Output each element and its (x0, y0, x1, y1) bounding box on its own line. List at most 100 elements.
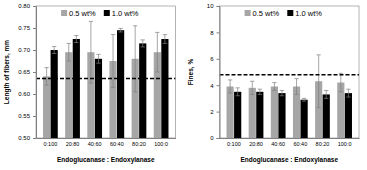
legend: 0.5 wt%1.0 wt% (61, 9, 139, 18)
y-tick-label: 2 (210, 109, 214, 115)
x-axis-title: Endoglucanase : Endoxylanase (240, 156, 338, 164)
error-bar-stem (230, 80, 231, 93)
y-tick-label: 8 (210, 30, 214, 36)
legend-item: 1.0 wt% (104, 9, 139, 18)
error-bar-cap (258, 94, 262, 95)
error-bar-cap (272, 90, 276, 91)
error-bar-cap (228, 93, 232, 94)
error-bar-cap (346, 97, 350, 98)
x-tick: 80:20 (132, 138, 146, 147)
y-tick: 6 (210, 56, 219, 62)
y-tick: 0.70 (18, 47, 36, 53)
bar (227, 87, 234, 138)
error-bar (272, 83, 276, 91)
error-bar-cap (52, 46, 56, 47)
y-tick: 2 (210, 109, 219, 115)
bar (161, 39, 168, 138)
x-axis-title: Endoglucanase : Endoxylanase (57, 156, 155, 164)
y-tick-mark (217, 85, 220, 86)
x-tick-label: 80:20 (316, 141, 330, 147)
bar (117, 30, 124, 138)
error-bar (52, 46, 56, 53)
y-tick-mark (33, 28, 36, 29)
x-tick-label: 0:100 (227, 141, 241, 147)
error-bar-stem (120, 28, 121, 32)
bar (73, 39, 80, 138)
bar (345, 93, 352, 138)
x-tick-label: 100:0 (154, 141, 168, 147)
error-bar-cap (133, 25, 137, 26)
error-bar-cap (258, 89, 262, 90)
x-axis-line (37, 138, 177, 139)
y-axis: 0.50 0.55 0.60 0.65 0.70 0.75 0.80 (18, 3, 36, 141)
x-tick: 0:100 (44, 138, 58, 147)
y-tick-label: 0.65 (18, 69, 30, 75)
y-tick-label: 10 (207, 3, 214, 9)
y-tick-label: 0.60 (18, 91, 30, 97)
error-bar (258, 89, 262, 94)
error-bar (44, 68, 48, 86)
y-tick: 10 (207, 3, 220, 9)
y-tick-mark (33, 50, 36, 51)
bar (293, 87, 300, 138)
y-tick-label: 0.50 (18, 135, 30, 141)
error-bar (280, 90, 284, 95)
error-bar-cap (89, 21, 93, 22)
error-bar-stem (237, 88, 238, 96)
error-bar-stem (164, 35, 165, 44)
error-bar (294, 79, 298, 95)
error-bar-cap (52, 53, 56, 54)
chart-panel: 0.500.550.600.650.700.750.800:10020:8040… (3, 3, 176, 164)
error-bar-cap (74, 42, 78, 43)
y-tick-label: 4 (210, 83, 214, 89)
y-tick-mark (217, 138, 220, 139)
error-bar-cap (133, 91, 137, 92)
error-bar-cap (324, 98, 328, 99)
error-bar-cap (67, 43, 71, 44)
error-bar-cap (317, 107, 321, 108)
y-tick-label: 0.80 (18, 3, 30, 9)
y-tick-mark (33, 116, 36, 117)
y-tick-mark (217, 59, 220, 60)
error-bar-cap (74, 35, 78, 36)
error-bar-cap (280, 90, 284, 91)
bar (95, 59, 102, 138)
error-bar-stem (142, 40, 143, 47)
error-bar-cap (141, 39, 145, 40)
error-bar-cap (163, 43, 167, 44)
y-tick: 4 (210, 83, 219, 89)
error-bar-cap (163, 34, 167, 35)
y-tick: 0.55 (18, 113, 36, 119)
legend-label: 1.0 wt% (295, 9, 322, 18)
bar (323, 94, 330, 138)
error-bar-stem (46, 68, 47, 86)
x-tick: 100:0 (154, 138, 168, 147)
x-tick-label: 0:100 (44, 141, 58, 147)
error-bar (111, 35, 115, 88)
error-bar (74, 35, 78, 42)
error-bar-stem (113, 35, 114, 88)
error-bar-cap (111, 87, 115, 88)
bar (256, 92, 263, 138)
error-bar-stem (318, 55, 319, 108)
plot-frame (220, 6, 360, 138)
error-bar-stem (68, 43, 69, 61)
error-bar-stem (54, 46, 55, 53)
legend-swatch (245, 10, 251, 16)
y-tick-label: 0.75 (18, 25, 30, 31)
bar (249, 88, 256, 138)
y-axis-line (33, 7, 37, 139)
x-tick: 80:20 (316, 138, 330, 147)
x-tick: 60:40 (293, 138, 307, 147)
y-tick: 0 (210, 135, 219, 141)
error-bar-cap (44, 85, 48, 86)
x-tick-label: 60:40 (293, 141, 307, 147)
error-bar-cap (155, 72, 159, 73)
y-tick: 0.80 (18, 3, 36, 9)
error-bar-cap (155, 32, 159, 33)
error-bar-stem (259, 89, 260, 94)
y-tick-label: 0 (210, 135, 214, 141)
error-bar (89, 21, 93, 83)
x-tick-label: 20:80 (66, 141, 80, 147)
error-bar (163, 35, 167, 44)
